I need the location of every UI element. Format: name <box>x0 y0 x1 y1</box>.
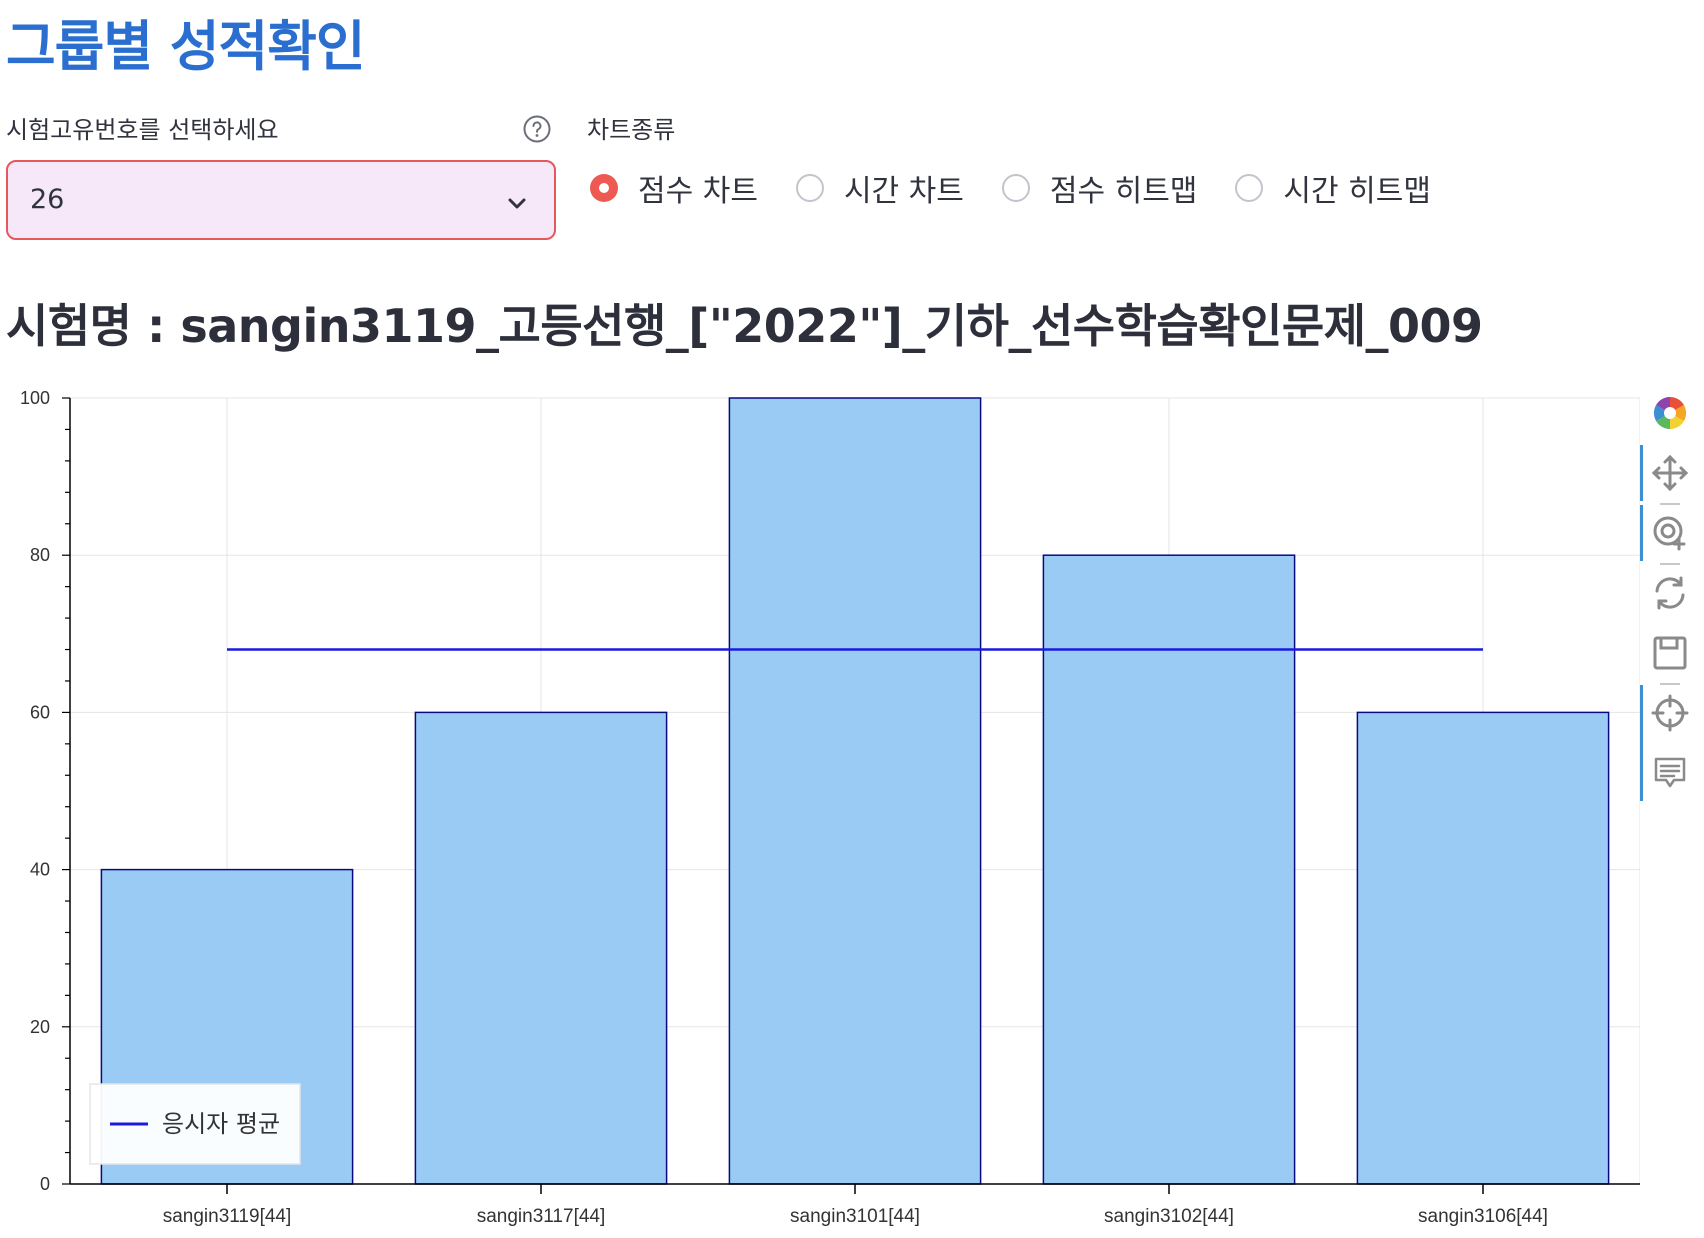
chart-type-radio-group: 점수 차트 시간 차트 점수 히트맵 시간 히트맵 <box>590 166 1469 210</box>
bar <box>414 711 668 1185</box>
chart-toolbar <box>1640 393 1700 823</box>
chevron-down-icon <box>508 198 526 209</box>
bokeh-logo-icon[interactable] <box>1650 393 1690 433</box>
y-tick-label: 20 <box>30 1017 50 1037</box>
exam-select[interactable]: 26 <box>6 160 556 240</box>
bar <box>728 397 982 1185</box>
x-tick-label: sangin3106[44] <box>1418 1206 1548 1227</box>
bar <box>1356 711 1610 1185</box>
exam-title: 시험명 : sangin3119_고등선행_["2022"]_기하_선수학습확인… <box>6 299 1483 353</box>
x-tick-label: sangin3117[44] <box>477 1206 606 1227</box>
x-tick-label: sangin3102[44] <box>1104 1206 1234 1227</box>
y-tick-label: 40 <box>30 860 50 880</box>
bar <box>1042 554 1296 1185</box>
radio-label: 시간 차트 <box>843 174 964 209</box>
y-tick-label: 80 <box>30 545 50 565</box>
reset-icon[interactable] <box>1650 573 1690 613</box>
radio-button[interactable] <box>795 174 824 202</box>
exam-select-label: 시험고유번호를 선택하세요 <box>6 116 279 144</box>
save-icon[interactable] <box>1650 633 1690 673</box>
y-tick-label: 0 <box>40 1174 50 1194</box>
page-title: 그룹별 성적확인 <box>6 15 366 78</box>
radio-button[interactable] <box>1001 174 1030 202</box>
wheel-zoom-icon[interactable] <box>1650 513 1690 553</box>
x-tick-label: sangin3101[44] <box>790 1206 920 1227</box>
radio-label: 시간 히트맵 <box>1283 174 1431 209</box>
question-circle-icon[interactable] <box>522 114 552 144</box>
chart-type-label: 차트종류 <box>587 116 676 144</box>
pan-icon[interactable] <box>1650 453 1690 493</box>
hover-icon[interactable] <box>1650 753 1690 793</box>
y-tick-label: 60 <box>30 702 50 722</box>
radio-time-chart[interactable]: 시간 차트 <box>795 166 964 210</box>
exam-select-value: 26 <box>30 184 65 215</box>
crosshair-icon[interactable] <box>1650 693 1690 733</box>
radio-label: 점수 차트 <box>638 174 758 209</box>
x-tick-label: sangin3119[44] <box>163 1206 292 1227</box>
radio-time-heatmap[interactable]: 시간 히트맵 <box>1235 166 1431 210</box>
radio-label: 점수 히트맵 <box>1049 174 1198 209</box>
legend-label: 응시자 평균 <box>162 1110 280 1138</box>
radio-button[interactable] <box>1235 174 1264 202</box>
radio-score-chart[interactable]: 점수 차트 <box>590 166 758 210</box>
score-bar-chart[interactable]: 0 20 40 60 80 100 sangin3119[44] sangin3117[44]… <box>0 380 1640 1238</box>
radio-score-heatmap[interactable]: 점수 히트맵 <box>1001 166 1198 210</box>
radio-button[interactable] <box>590 174 618 202</box>
y-tick-label: 100 <box>20 388 50 408</box>
